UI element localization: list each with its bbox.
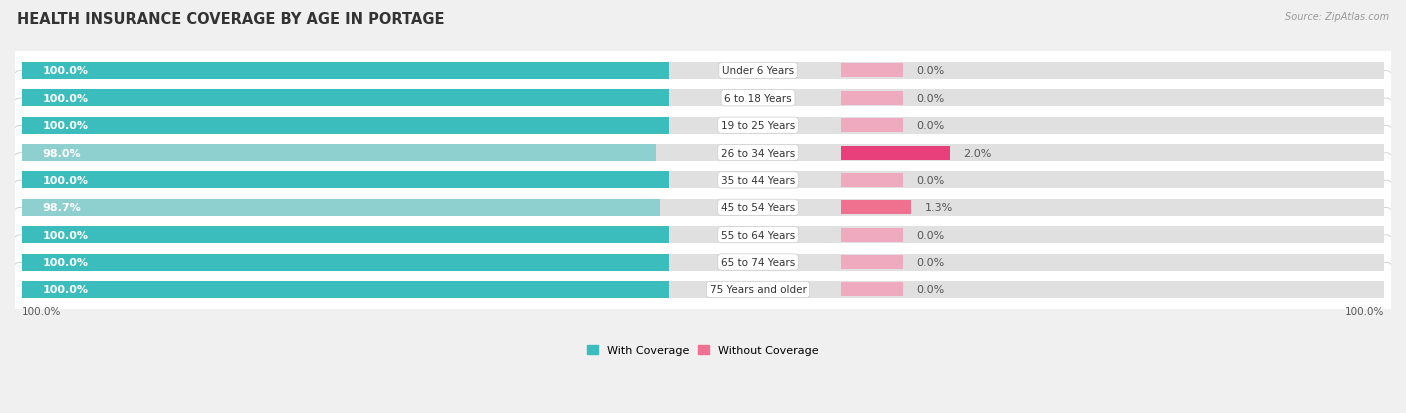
Bar [841, 201, 911, 215]
Text: 75 Years and older: 75 Years and older [710, 285, 807, 295]
Bar [22, 145, 655, 161]
Text: 100.0%: 100.0% [1344, 306, 1384, 317]
Text: 0.0%: 0.0% [917, 176, 945, 185]
Bar [22, 254, 1384, 271]
Text: 55 to 64 Years: 55 to 64 Years [721, 230, 796, 240]
Text: 6 to 18 Years: 6 to 18 Years [724, 94, 792, 104]
Bar [22, 254, 669, 271]
Bar [841, 119, 903, 133]
Text: Source: ZipAtlas.com: Source: ZipAtlas.com [1285, 12, 1389, 22]
Text: 100.0%: 100.0% [42, 94, 89, 104]
Bar [22, 90, 669, 107]
Text: 2.0%: 2.0% [963, 148, 991, 158]
Text: 100.0%: 100.0% [42, 121, 89, 131]
Bar [22, 227, 669, 244]
FancyBboxPatch shape [13, 71, 1393, 126]
Bar [22, 63, 1384, 80]
Text: 65 to 74 Years: 65 to 74 Years [721, 257, 796, 267]
Text: HEALTH INSURANCE COVERAGE BY AGE IN PORTAGE: HEALTH INSURANCE COVERAGE BY AGE IN PORT… [17, 12, 444, 27]
Text: 98.0%: 98.0% [42, 148, 82, 158]
Bar [841, 146, 949, 160]
Text: 100.0%: 100.0% [42, 285, 89, 295]
Bar [22, 145, 1384, 161]
Text: 98.7%: 98.7% [42, 203, 82, 213]
FancyBboxPatch shape [13, 181, 1393, 235]
Text: 100.0%: 100.0% [42, 230, 89, 240]
Text: 26 to 34 Years: 26 to 34 Years [721, 148, 796, 158]
Text: 45 to 54 Years: 45 to 54 Years [721, 203, 796, 213]
Bar [841, 256, 903, 269]
Bar [22, 63, 669, 80]
Bar [22, 117, 1384, 134]
Text: 100.0%: 100.0% [42, 257, 89, 267]
Text: 100.0%: 100.0% [42, 176, 89, 185]
Text: 0.0%: 0.0% [917, 66, 945, 76]
Text: 0.0%: 0.0% [917, 94, 945, 104]
Bar [22, 172, 1384, 189]
Text: 100.0%: 100.0% [42, 66, 89, 76]
Text: 1.3%: 1.3% [925, 203, 953, 213]
Text: Under 6 Years: Under 6 Years [721, 66, 794, 76]
Bar [22, 281, 1384, 298]
Bar [22, 227, 1384, 244]
Text: 100.0%: 100.0% [22, 306, 62, 317]
Bar [22, 117, 669, 134]
Text: 0.0%: 0.0% [917, 230, 945, 240]
Bar [22, 90, 1384, 107]
Text: 0.0%: 0.0% [917, 121, 945, 131]
Bar [22, 199, 661, 216]
Text: 0.0%: 0.0% [917, 257, 945, 267]
Bar [22, 281, 669, 298]
Bar [841, 64, 903, 78]
Bar [841, 92, 903, 105]
Legend: With Coverage, Without Coverage: With Coverage, Without Coverage [582, 341, 824, 360]
Bar [22, 172, 669, 189]
Bar [22, 199, 1384, 216]
Bar [841, 228, 903, 242]
FancyBboxPatch shape [13, 154, 1393, 207]
FancyBboxPatch shape [13, 126, 1393, 180]
Bar [841, 173, 903, 188]
FancyBboxPatch shape [13, 208, 1393, 262]
Text: 0.0%: 0.0% [917, 285, 945, 295]
Text: 19 to 25 Years: 19 to 25 Years [721, 121, 796, 131]
FancyBboxPatch shape [13, 263, 1393, 317]
FancyBboxPatch shape [13, 44, 1393, 98]
FancyBboxPatch shape [13, 99, 1393, 153]
FancyBboxPatch shape [13, 235, 1393, 290]
Bar [841, 283, 903, 297]
Text: 35 to 44 Years: 35 to 44 Years [721, 176, 796, 185]
